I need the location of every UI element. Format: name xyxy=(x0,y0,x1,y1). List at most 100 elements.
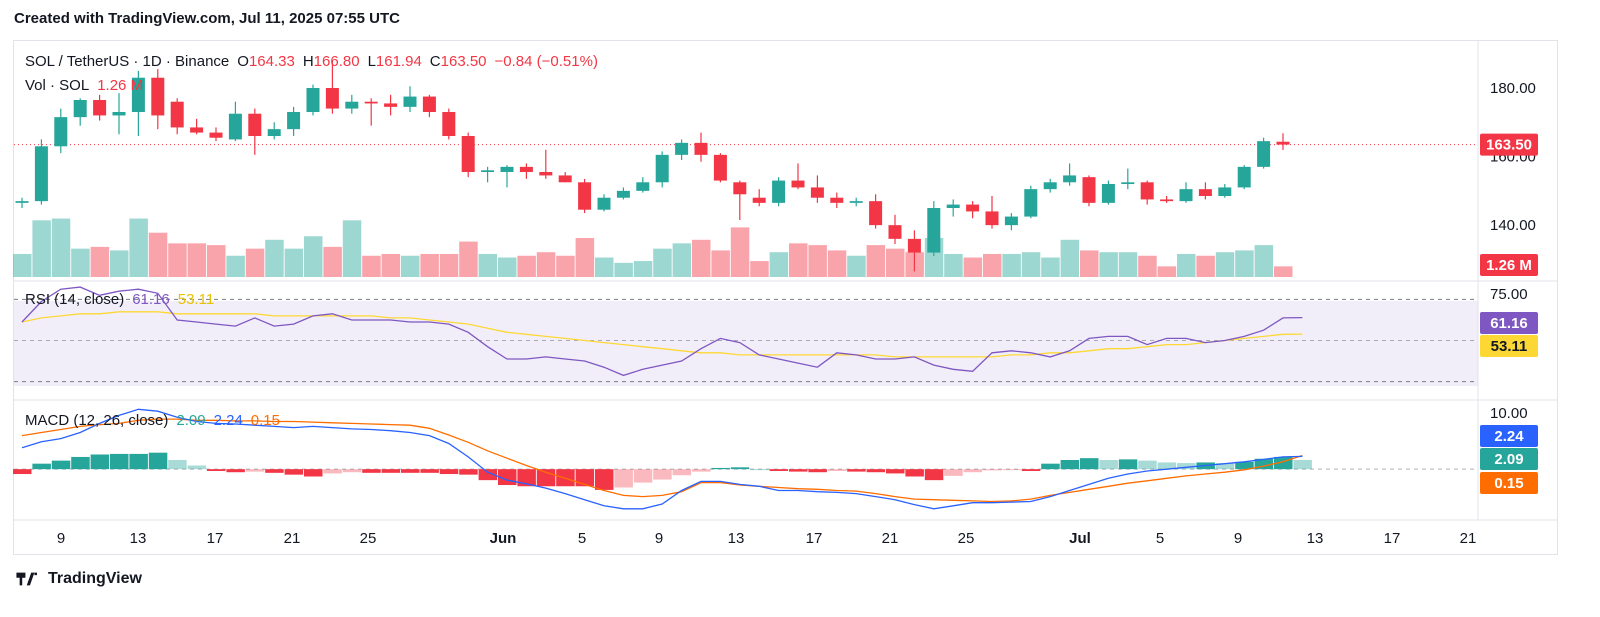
volume-bar xyxy=(1177,253,1196,277)
macd-histogram-bar xyxy=(672,469,692,476)
candle-body[interactable] xyxy=(442,112,456,136)
candle-body[interactable] xyxy=(869,201,883,226)
rsi-pane xyxy=(14,286,1478,383)
candle-body[interactable] xyxy=(1160,199,1174,202)
open-value: 164.33 xyxy=(249,53,295,70)
candle-body[interactable] xyxy=(616,190,630,198)
macd-histogram-bar xyxy=(342,469,362,473)
candle-body[interactable] xyxy=(733,182,747,195)
macd-histogram-bar xyxy=(168,460,187,470)
high-label: H xyxy=(303,53,314,70)
macd-histogram-bar xyxy=(769,469,789,471)
macd-histogram-bar xyxy=(789,469,808,472)
candle-body[interactable] xyxy=(1257,141,1271,167)
candle-body[interactable] xyxy=(810,187,824,198)
candle-body[interactable] xyxy=(461,136,475,172)
candle-body[interactable] xyxy=(209,132,223,138)
candle-body[interactable] xyxy=(519,166,533,172)
candle-body[interactable] xyxy=(228,113,242,140)
time-tick-label: 17 xyxy=(806,530,823,547)
candle-body[interactable] xyxy=(422,96,436,112)
chart-caption: Created with TradingView.com, Jul 11, 20… xyxy=(14,10,400,27)
candle-body[interactable] xyxy=(1140,182,1154,200)
candle-body[interactable] xyxy=(481,170,495,172)
volume-bar xyxy=(323,246,342,277)
candle-body[interactable] xyxy=(1024,189,1038,217)
candle-body[interactable] xyxy=(1218,187,1232,196)
candle-body[interactable] xyxy=(772,180,786,203)
macd-histogram-bar xyxy=(381,469,401,473)
macd-histogram-bar xyxy=(1060,460,1080,470)
candle-body[interactable] xyxy=(830,197,844,203)
macd-pane xyxy=(13,408,1478,510)
volume-bar xyxy=(1099,252,1118,277)
candle-body[interactable] xyxy=(248,113,262,136)
candle-body[interactable] xyxy=(1004,216,1018,226)
time-tick-label: 21 xyxy=(882,530,899,547)
macd-histogram-bar xyxy=(983,469,1002,471)
candle-body[interactable] xyxy=(345,101,359,109)
candle-body[interactable] xyxy=(287,112,301,130)
candle-body[interactable] xyxy=(1179,189,1193,202)
candle-body[interactable] xyxy=(578,182,592,210)
candle-body[interactable] xyxy=(597,197,611,210)
rsi-line xyxy=(21,286,1303,377)
low-label: L xyxy=(368,53,376,70)
macd-histogram-bar xyxy=(362,469,381,473)
candle-body[interactable] xyxy=(752,197,766,203)
candle-body[interactable] xyxy=(73,100,87,118)
candle-body[interactable] xyxy=(170,101,184,128)
candle-body[interactable] xyxy=(1121,182,1135,184)
grid xyxy=(14,40,1557,521)
candle-body[interactable] xyxy=(54,117,68,147)
macd-histogram-bar xyxy=(595,469,614,490)
candle-body[interactable] xyxy=(500,166,514,172)
candle-body[interactable] xyxy=(131,77,145,112)
candles[interactable] xyxy=(15,60,1290,272)
footer-brand: TradingView xyxy=(48,570,142,587)
volume-bar xyxy=(633,261,653,277)
candle-body[interactable] xyxy=(791,180,805,188)
candle-body[interactable] xyxy=(15,201,29,203)
candle-body[interactable] xyxy=(558,175,572,183)
candle-body[interactable] xyxy=(694,142,708,155)
candle-body[interactable] xyxy=(927,208,941,253)
candle-body[interactable] xyxy=(384,103,398,107)
volume-bar xyxy=(730,227,750,277)
candle-body[interactable] xyxy=(151,77,165,116)
candle-body[interactable] xyxy=(849,201,863,203)
candle-body[interactable] xyxy=(267,129,281,136)
candle-body[interactable] xyxy=(985,211,999,226)
candle-body[interactable] xyxy=(655,154,669,183)
volume-bar xyxy=(750,261,769,277)
candle-body[interactable] xyxy=(946,204,960,208)
candle-body[interactable] xyxy=(1276,141,1290,145)
candle-body[interactable] xyxy=(112,112,126,116)
candle-body[interactable] xyxy=(190,127,204,133)
candle-body[interactable] xyxy=(675,142,689,155)
volume-bar xyxy=(1080,250,1099,277)
macd-histogram-bar xyxy=(51,460,71,470)
candle-body[interactable] xyxy=(325,88,339,109)
candle-body[interactable] xyxy=(34,146,48,202)
candle-body[interactable] xyxy=(306,88,320,112)
candle-body[interactable] xyxy=(1237,166,1251,188)
candle-body[interactable] xyxy=(1043,182,1057,190)
macd-histogram-bar xyxy=(148,452,168,470)
candle-body[interactable] xyxy=(907,238,921,253)
candle-body[interactable] xyxy=(1082,177,1096,203)
candle-body[interactable] xyxy=(888,225,902,239)
candle-body[interactable] xyxy=(713,154,727,181)
candle-body[interactable] xyxy=(1198,189,1212,196)
candle-body[interactable] xyxy=(1101,184,1115,203)
macd-histogram-bar xyxy=(32,463,51,470)
candle-body[interactable] xyxy=(364,101,378,104)
candle-body[interactable] xyxy=(636,182,650,191)
candle-body[interactable] xyxy=(93,100,107,116)
candle-body[interactable] xyxy=(403,96,417,107)
candle-body[interactable] xyxy=(539,172,553,176)
candle-body[interactable] xyxy=(966,204,980,212)
candle-body[interactable] xyxy=(1063,175,1077,183)
